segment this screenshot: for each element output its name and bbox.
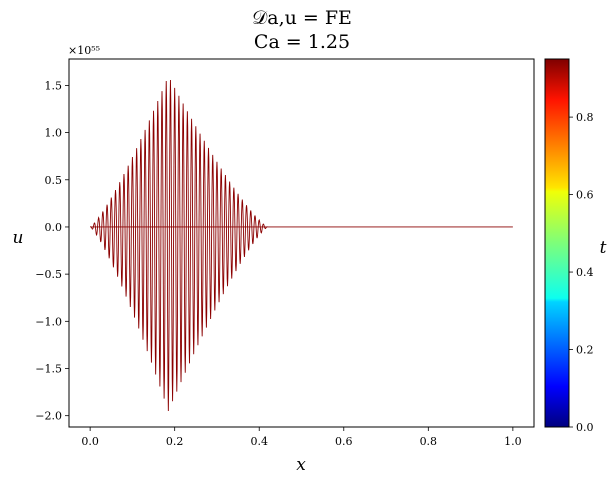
y-tick-label: −1.5 <box>35 362 62 375</box>
colorbar-tick-label: 0.6 <box>576 189 594 202</box>
colorbar-label: t <box>600 238 607 258</box>
y-axis-label: u <box>13 228 24 248</box>
y-tick-label: 1.5 <box>45 79 63 92</box>
x-axis-ticks: 0.0 0.2 0.4 0.6 0.8 1.0 <box>81 427 522 448</box>
y-tick-label: −1.0 <box>35 315 62 328</box>
series-line <box>89 79 513 411</box>
x-tick-label: 0.4 <box>250 435 268 448</box>
chart-title-line1: 𝒟a,u = FE <box>252 7 352 29</box>
y-tick-label: 0.5 <box>45 174 63 187</box>
y-tick-label: 1.0 <box>45 127 63 140</box>
colorbar-tick-label: 0.8 <box>576 111 594 124</box>
x-tick-label: 0.6 <box>335 435 353 448</box>
y-tick-label: −0.5 <box>35 268 62 281</box>
x-tick-label: 0.8 <box>420 435 438 448</box>
x-tick-label: 1.0 <box>504 435 522 448</box>
x-tick-label: 0.0 <box>81 435 99 448</box>
x-tick-label: 0.2 <box>166 435 184 448</box>
y-scale-label: ×10⁵⁵ <box>68 44 100 57</box>
y-tick-label: −2.0 <box>35 410 62 423</box>
colorbar-ticks: 0.0 0.2 0.4 0.6 0.8 <box>569 111 594 434</box>
y-axis-ticks: 1.5 1.0 0.5 0.0 −0.5 −1.0 −1.5 −2.0 <box>35 79 69 423</box>
x-axis-label: x <box>296 455 306 475</box>
chart-title-line2: Ca = 1.25 <box>254 31 350 53</box>
colorbar-tick-label: 0.4 <box>576 266 594 279</box>
plot-frame <box>68 58 535 428</box>
plot-area <box>69 59 534 427</box>
colorbar-tick-label: 0.0 <box>576 421 594 434</box>
y-tick-label: 0.0 <box>45 221 63 234</box>
colorbar <box>544 58 570 428</box>
colorbar-tick-label: 0.2 <box>576 344 594 357</box>
